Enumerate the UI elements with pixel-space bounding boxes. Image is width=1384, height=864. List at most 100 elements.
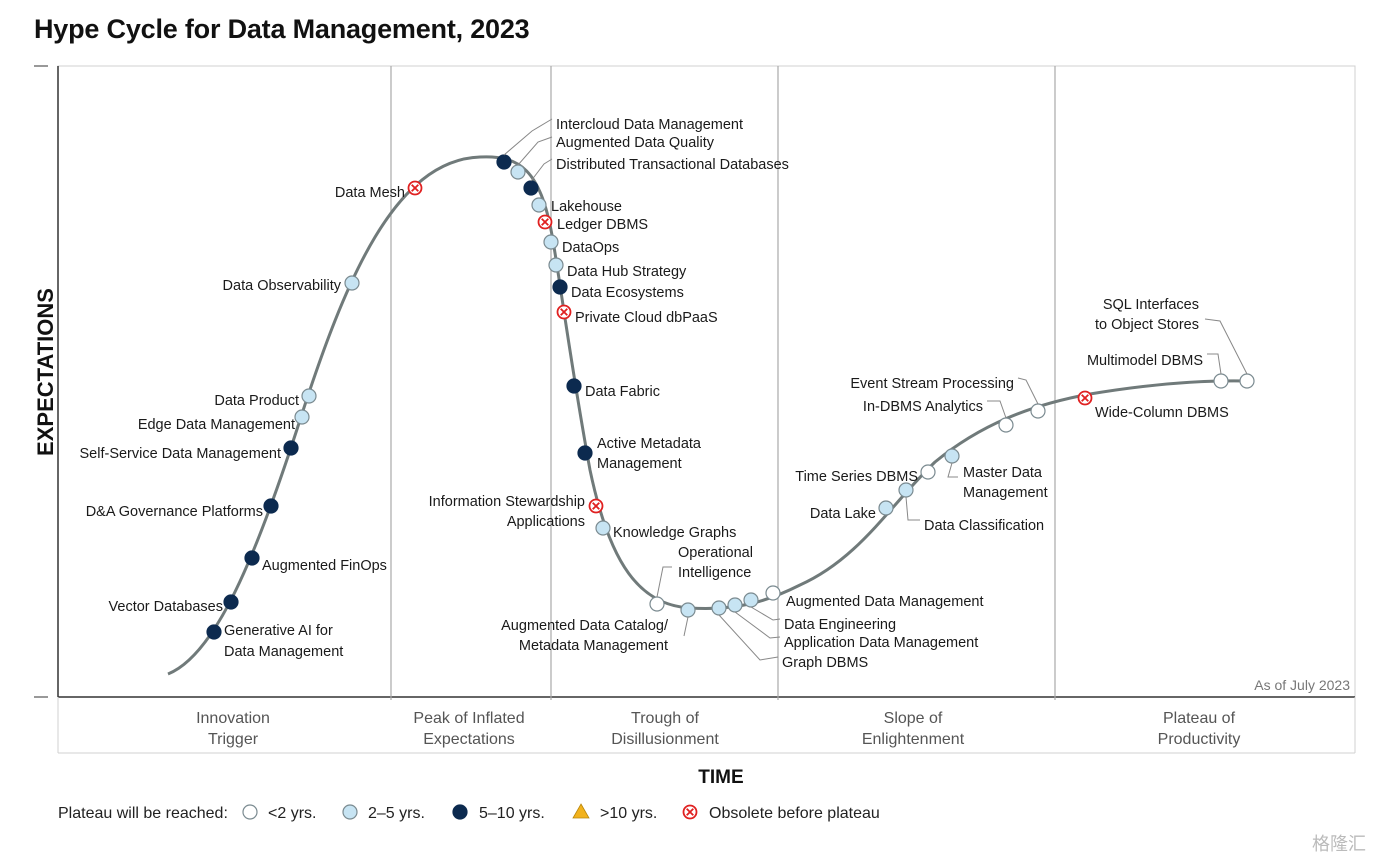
active-metadata-management-label: Active Metadata <box>597 436 702 452</box>
x-axis-title: TIME <box>698 767 743 788</box>
augmented-data-catalog-metadata-management-label: Augmented Data Catalog/ <box>501 618 669 634</box>
wide-column-dbms-marker <box>1077 390 1093 406</box>
augmented-finops-label: Augmented FinOps <box>262 558 387 574</box>
event-stream-processing-marker <box>1030 403 1046 419</box>
phase-label: Plateau of <box>1163 710 1236 727</box>
data-engineering-marker <box>743 592 759 608</box>
edge-data-management-marker <box>294 409 310 425</box>
data-fabric-marker <box>566 378 582 394</box>
distributed-transactional-databases-leader <box>530 158 553 182</box>
master-data-management-label: Management <box>963 485 1048 501</box>
legend-gt10-marker <box>572 803 590 819</box>
augmented-data-quality-leader <box>517 136 553 166</box>
knowledge-graphs-marker <box>595 520 611 536</box>
edge-data-management-label: Edge Data Management <box>138 417 295 433</box>
event-stream-processing-leader <box>1017 377 1039 405</box>
data-lake-label: Data Lake <box>810 506 876 522</box>
chart-title: Hype Cycle for Data Management, 2023 <box>34 14 530 44</box>
phase-label: Enlightenment <box>862 731 965 748</box>
graph-dbms-leader <box>718 614 779 661</box>
vector-databases-marker <box>223 594 239 610</box>
data-hub-strategy-label: Data Hub Strategy <box>567 264 687 280</box>
legend-2to5-label: 2–5 yrs. <box>368 805 425 822</box>
y-axis-title: EXPECTATIONS <box>33 288 58 456</box>
legend-lt2-marker <box>242 804 258 820</box>
data-ecosystems-marker <box>552 279 568 295</box>
generative-ai-for-data-management-label: Generative AI for <box>224 623 333 639</box>
augmented-data-catalog-metadata-management-label: Metadata Management <box>519 638 668 654</box>
distributed-transactional-databases-label: Distributed Transactional Databases <box>556 157 789 173</box>
event-stream-processing-label: Event Stream Processing <box>850 376 1014 392</box>
knowledge-graphs-label: Knowledge Graphs <box>613 525 736 541</box>
data-fabric-label: Data Fabric <box>585 384 660 400</box>
time-series-dbms-marker <box>920 464 936 480</box>
phase-label: Disillusionment <box>611 731 719 748</box>
information-stewardship-applications-label: Applications <box>507 514 585 530</box>
legend-gt10-label: >10 yrs. <box>600 805 657 822</box>
wide-column-dbms-label: Wide-Column DBMS <box>1095 405 1229 421</box>
in-dbms-analytics-label: In-DBMS Analytics <box>863 399 983 415</box>
dataops-label: DataOps <box>562 240 619 256</box>
augmented-data-catalog-metadata-management-marker <box>680 602 696 618</box>
intercloud-data-management-leader <box>503 118 553 156</box>
sql-interfaces-to-object-stores-leader <box>1204 318 1248 375</box>
phase-label: Expectations <box>423 731 515 748</box>
legend-obs-marker <box>682 804 698 820</box>
as-of-note: As of July 2023 <box>1254 677 1350 693</box>
application-data-management-marker <box>727 597 743 613</box>
ledger-dbms-label: Ledger DBMS <box>557 217 648 233</box>
graph-dbms-marker <box>711 600 727 616</box>
lakehouse-marker <box>531 197 547 213</box>
data-hub-strategy-marker <box>548 257 564 273</box>
ledger-dbms-marker <box>537 214 553 230</box>
master-data-management-label: Master Data <box>963 465 1043 481</box>
operational-intelligence-leader <box>656 566 672 598</box>
data-engineering-leader <box>750 606 781 621</box>
data-observability-label: Data Observability <box>223 278 342 294</box>
master-data-management-leader <box>947 462 958 478</box>
data-classification-marker <box>898 482 914 498</box>
generative-ai-for-data-management-label: Data Management <box>224 644 343 660</box>
information-stewardship-applications-label: Information Stewardship <box>429 494 585 510</box>
multimodel-dbms-label: Multimodel DBMS <box>1087 353 1203 369</box>
legend-2to5-marker <box>342 804 358 820</box>
sql-interfaces-to-object-stores-marker <box>1239 373 1255 389</box>
application-data-management-leader <box>734 611 781 639</box>
phase-label: Productivity <box>1158 731 1241 748</box>
data-ecosystems-label: Data Ecosystems <box>571 285 684 301</box>
watermark-logo: 格隆汇 <box>1312 834 1366 854</box>
augmented-data-catalog-metadata-management-leader <box>683 616 689 637</box>
master-data-management-marker <box>944 448 960 464</box>
phase-label: Peak of Inflated <box>413 710 524 727</box>
self-service-data-management-marker <box>283 440 299 456</box>
data-classification-label: Data Classification <box>924 518 1044 534</box>
time-series-dbms-label: Time Series DBMS <box>795 469 918 485</box>
data-observability-marker <box>344 275 360 291</box>
generative-ai-for-data-management-marker <box>206 624 222 640</box>
legend-label: Plateau will be reached: <box>58 805 228 822</box>
multimodel-dbms-leader <box>1207 353 1222 375</box>
augmented-data-quality-marker <box>510 164 526 180</box>
sql-interfaces-to-object-stores-label: SQL Interfaces <box>1103 297 1199 313</box>
private-cloud-dbpaas-label: Private Cloud dbPaaS <box>575 310 718 326</box>
application-data-management-label: Application Data Management <box>784 635 978 651</box>
distributed-transactional-databases-marker <box>523 180 539 196</box>
phase-label: Innovation <box>196 710 270 727</box>
lakehouse-label: Lakehouse <box>551 199 622 215</box>
phase-label: Trigger <box>208 731 259 748</box>
operational-intelligence-label: Operational <box>678 545 753 561</box>
intercloud-data-management-label: Intercloud Data Management <box>556 117 743 133</box>
graph-dbms-label: Graph DBMS <box>782 655 868 671</box>
dataops-marker <box>543 234 559 250</box>
operational-intelligence-marker <box>649 596 665 612</box>
data-product-marker <box>301 388 317 404</box>
private-cloud-dbpaas-marker <box>556 304 572 320</box>
in-dbms-analytics-leader <box>987 400 1007 419</box>
augmented-data-management-label: Augmented Data Management <box>786 594 984 610</box>
self-service-data-management-label: Self-Service Data Management <box>80 446 282 462</box>
legend-5to10-label: 5–10 yrs. <box>479 805 545 822</box>
d-a-governance-platforms-marker <box>263 498 279 514</box>
operational-intelligence-label: Intelligence <box>678 565 751 581</box>
sql-interfaces-to-object-stores-label: to Object Stores <box>1095 317 1199 333</box>
